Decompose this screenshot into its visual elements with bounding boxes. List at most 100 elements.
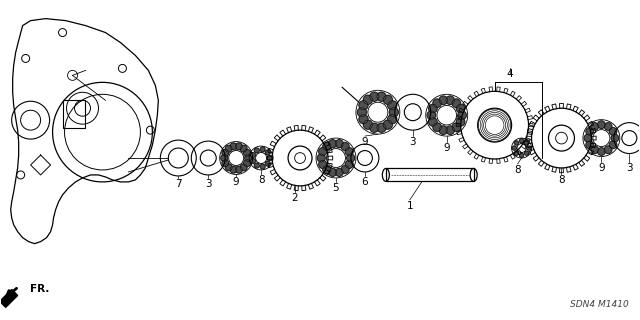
Circle shape bbox=[225, 145, 232, 152]
Text: 8: 8 bbox=[515, 165, 521, 175]
Circle shape bbox=[456, 104, 465, 113]
Circle shape bbox=[335, 140, 343, 148]
Circle shape bbox=[254, 163, 259, 168]
Text: 3: 3 bbox=[205, 179, 212, 189]
Circle shape bbox=[359, 115, 368, 124]
Circle shape bbox=[525, 141, 529, 145]
Circle shape bbox=[222, 149, 229, 156]
Circle shape bbox=[347, 154, 355, 162]
Circle shape bbox=[433, 123, 442, 132]
Text: 5: 5 bbox=[333, 183, 339, 193]
Circle shape bbox=[452, 99, 461, 108]
Circle shape bbox=[604, 146, 612, 154]
Circle shape bbox=[433, 99, 442, 108]
Circle shape bbox=[357, 108, 367, 117]
Circle shape bbox=[458, 111, 467, 119]
Circle shape bbox=[319, 160, 326, 168]
Circle shape bbox=[388, 101, 397, 110]
Text: 7: 7 bbox=[175, 179, 182, 189]
Circle shape bbox=[439, 96, 447, 105]
Circle shape bbox=[323, 142, 331, 150]
Circle shape bbox=[317, 154, 325, 162]
Circle shape bbox=[236, 143, 243, 150]
Circle shape bbox=[364, 95, 372, 104]
Circle shape bbox=[377, 123, 386, 132]
Circle shape bbox=[359, 101, 368, 110]
Circle shape bbox=[591, 146, 598, 154]
Circle shape bbox=[512, 146, 516, 150]
Circle shape bbox=[230, 143, 237, 150]
Circle shape bbox=[515, 141, 518, 145]
Bar bbox=[63, 100, 84, 128]
Circle shape bbox=[527, 146, 531, 150]
Bar bbox=[386, 168, 474, 181]
Circle shape bbox=[584, 134, 592, 142]
Text: 3: 3 bbox=[626, 163, 632, 173]
Circle shape bbox=[329, 168, 337, 176]
Circle shape bbox=[611, 134, 619, 142]
Circle shape bbox=[240, 145, 247, 152]
Text: SDN4 M1410: SDN4 M1410 bbox=[570, 300, 628, 309]
Circle shape bbox=[260, 164, 265, 169]
Circle shape bbox=[364, 120, 372, 129]
Circle shape bbox=[341, 165, 349, 173]
Circle shape bbox=[427, 111, 436, 119]
Circle shape bbox=[515, 151, 518, 155]
Text: 4: 4 bbox=[506, 69, 513, 79]
Circle shape bbox=[520, 139, 524, 143]
Circle shape bbox=[244, 155, 252, 161]
Circle shape bbox=[345, 160, 353, 168]
Circle shape bbox=[244, 149, 250, 156]
Circle shape bbox=[586, 141, 593, 148]
Circle shape bbox=[230, 166, 237, 173]
Circle shape bbox=[591, 123, 598, 130]
Circle shape bbox=[335, 168, 343, 176]
Text: 8: 8 bbox=[258, 175, 264, 185]
Text: 3: 3 bbox=[410, 137, 416, 147]
Text: 6: 6 bbox=[362, 177, 368, 187]
Circle shape bbox=[439, 126, 447, 134]
Circle shape bbox=[268, 156, 273, 160]
Circle shape bbox=[266, 150, 270, 155]
Text: 1: 1 bbox=[406, 201, 413, 211]
Circle shape bbox=[429, 118, 437, 126]
Text: 8: 8 bbox=[558, 175, 564, 185]
Circle shape bbox=[370, 92, 379, 101]
Circle shape bbox=[345, 148, 353, 156]
Polygon shape bbox=[0, 289, 18, 307]
Circle shape bbox=[609, 128, 617, 135]
Circle shape bbox=[266, 161, 270, 166]
Circle shape bbox=[221, 155, 228, 161]
Circle shape bbox=[456, 118, 465, 126]
Circle shape bbox=[388, 115, 397, 124]
Circle shape bbox=[244, 160, 250, 167]
Circle shape bbox=[383, 95, 392, 104]
Text: FR.: FR. bbox=[29, 284, 49, 294]
Text: 9: 9 bbox=[598, 163, 605, 173]
Circle shape bbox=[609, 141, 617, 148]
Circle shape bbox=[341, 142, 349, 150]
Text: 2: 2 bbox=[292, 193, 298, 203]
Circle shape bbox=[446, 96, 454, 105]
Circle shape bbox=[329, 140, 337, 148]
Circle shape bbox=[250, 153, 255, 157]
Circle shape bbox=[429, 104, 437, 113]
Circle shape bbox=[598, 148, 605, 155]
Circle shape bbox=[254, 148, 259, 153]
Text: 9: 9 bbox=[362, 137, 368, 147]
Circle shape bbox=[452, 123, 461, 132]
Circle shape bbox=[604, 123, 612, 130]
Circle shape bbox=[222, 160, 229, 167]
Circle shape bbox=[236, 166, 243, 173]
Circle shape bbox=[370, 123, 379, 132]
Circle shape bbox=[389, 108, 398, 117]
Text: 9: 9 bbox=[444, 143, 450, 153]
Circle shape bbox=[319, 148, 326, 156]
Text: 9: 9 bbox=[233, 177, 239, 187]
Circle shape bbox=[377, 92, 386, 101]
Circle shape bbox=[250, 158, 255, 164]
Circle shape bbox=[225, 164, 232, 171]
Circle shape bbox=[240, 164, 247, 171]
Circle shape bbox=[525, 151, 529, 155]
Circle shape bbox=[446, 126, 454, 134]
